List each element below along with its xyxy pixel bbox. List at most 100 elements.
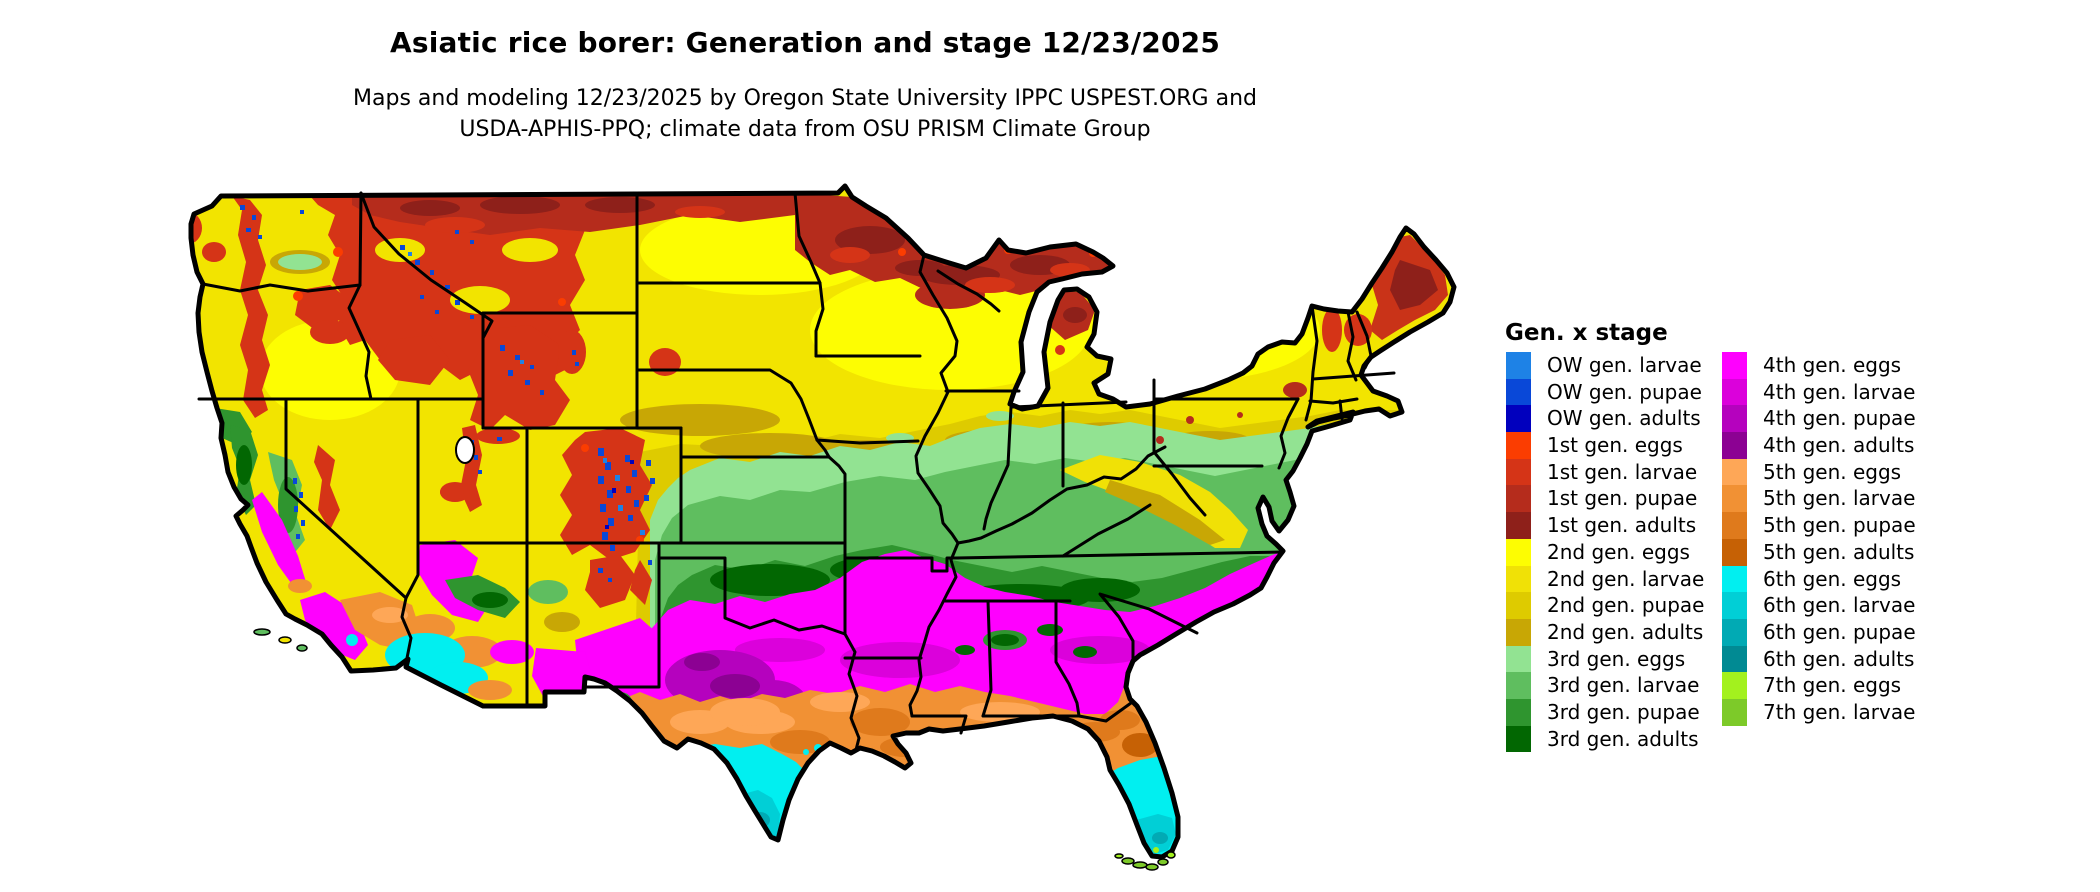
legend-swatch xyxy=(1722,645,1747,673)
legend-swatch xyxy=(1722,485,1747,513)
legend-swatch xyxy=(1722,618,1747,646)
legend-label: 1st gen. pupae xyxy=(1547,486,1698,511)
legend-item: 2nd gen. larvae xyxy=(1506,565,1705,593)
legend-item: 3rd gen. eggs xyxy=(1506,645,1704,673)
subtitle-line-1: Maps and modeling 12/23/2025 by Oregon S… xyxy=(353,86,1257,111)
legend-label: 2nd gen. larvae xyxy=(1547,566,1705,591)
legend-label: 5th gen. larvae xyxy=(1763,486,1916,511)
legend-label: OW gen. larvae xyxy=(1547,353,1702,377)
page-title: Asiatic rice borer: Generation and stage… xyxy=(389,26,1221,59)
legend-swatch xyxy=(1722,405,1747,433)
legend-label: 7th gen. eggs xyxy=(1763,673,1902,698)
legend-swatch xyxy=(1722,538,1747,566)
legend-swatch xyxy=(1506,592,1531,619)
legend-title: Gen. x stage xyxy=(1505,320,1668,346)
legend-item: 4th gen. larvae xyxy=(1722,378,1916,406)
legend-label: 6th gen. larvae xyxy=(1763,593,1916,618)
legend-swatch xyxy=(1722,458,1747,486)
legend-item: 6th gen. eggs xyxy=(1722,565,1916,593)
legend-item: 4th gen. eggs xyxy=(1722,352,1916,379)
legend-label: 3rd gen. pupae xyxy=(1547,699,1700,724)
legend-item: 5th gen. pupae xyxy=(1722,512,1916,539)
legend-item: 3rd gen. adults xyxy=(1506,725,1704,753)
page-subtitle: Maps and modeling 12/23/2025 by Oregon S… xyxy=(140,83,1470,145)
legend-swatch xyxy=(1506,645,1531,673)
legend-label: 3rd gen. eggs xyxy=(1547,646,1686,671)
legend-swatch xyxy=(1506,565,1531,593)
ow-gen-blue-specks xyxy=(240,205,655,582)
legend-label: 2nd gen. adults xyxy=(1547,619,1704,644)
legend-label: 1st gen. adults xyxy=(1547,513,1697,538)
legend-swatch xyxy=(1506,618,1531,646)
state-borders xyxy=(197,191,1396,752)
legend-swatch xyxy=(1506,698,1531,726)
legend-label: 2nd gen. eggs xyxy=(1547,539,1690,564)
legend-item: 4th gen. pupae xyxy=(1722,405,1916,433)
legend-item: 6th gen. adults xyxy=(1722,645,1916,673)
legend-item: 1st gen. eggs xyxy=(1506,432,1704,459)
legend-label: 6th gen. adults xyxy=(1763,646,1915,671)
us-outline xyxy=(188,183,1457,860)
legend-label: 3rd gen. larvae xyxy=(1547,673,1700,698)
legend-item: 6th gen. larvae xyxy=(1722,592,1916,619)
legend-item: 7th gen. larvae xyxy=(1722,698,1916,726)
legend-label: OW gen. pupae xyxy=(1547,379,1702,404)
legend-swatch xyxy=(1506,378,1531,406)
legend-swatch xyxy=(1506,725,1531,753)
legend-label: 1st gen. larvae xyxy=(1547,459,1698,484)
legend-label: 4th gen. larvae xyxy=(1763,379,1916,404)
legend-item: 3rd gen. pupae xyxy=(1506,698,1704,726)
legend-swatch xyxy=(1722,592,1747,619)
legend-label: 4th gen. adults xyxy=(1763,433,1915,458)
legend-label: 4th gen. eggs xyxy=(1763,353,1902,377)
legend-item: 1st gen. larvae xyxy=(1506,458,1704,486)
legend-item: 4th gen. adults xyxy=(1722,432,1916,459)
legend-label: 5th gen. pupae xyxy=(1763,513,1916,538)
legend-swatch xyxy=(1506,352,1531,379)
legend-item: OW gen. adults xyxy=(1506,405,1704,433)
legend-item: 6th gen. pupae xyxy=(1722,618,1916,646)
legend-label: OW gen. adults xyxy=(1547,406,1701,431)
legend-item: 7th gen. eggs xyxy=(1722,672,1916,699)
legend-item: 5th gen. larvae xyxy=(1722,485,1916,513)
legend-swatch xyxy=(1506,672,1531,699)
legend-column-left: OW gen. larvae OW gen. pupae OW gen. adu… xyxy=(1506,352,1705,753)
legend-item: OW gen. larvae xyxy=(1506,352,1704,379)
legend-swatch xyxy=(1506,538,1531,566)
legend-label: 7th gen. larvae xyxy=(1763,699,1916,724)
ow-larvae-blue-specks xyxy=(408,252,645,535)
legend-swatch xyxy=(1506,458,1531,486)
legend-label: 5th gen. adults xyxy=(1763,539,1915,564)
legend-item: 2nd gen. pupae xyxy=(1506,592,1704,619)
legend-item: OW gen. pupae xyxy=(1506,378,1704,406)
ow-adults-blue-specks xyxy=(605,460,634,529)
legend-swatch xyxy=(1722,565,1747,593)
islands xyxy=(253,628,1176,871)
legend-label: 6th gen. eggs xyxy=(1763,566,1902,591)
legend-label: 1st gen. eggs xyxy=(1547,433,1683,458)
legend-label: 6th gen. pupae xyxy=(1763,619,1916,644)
legend-label: 4th gen. pupae xyxy=(1763,406,1916,431)
legend-swatch xyxy=(1722,432,1747,459)
legend-swatch xyxy=(1722,698,1747,726)
subtitle-line-2: USDA-APHIS-PPQ; climate data from OSU PR… xyxy=(459,117,1151,142)
legend-label: 5th gen. eggs xyxy=(1763,459,1902,484)
legend-swatch xyxy=(1722,672,1747,699)
legend-swatch xyxy=(1506,432,1531,459)
legend-item: 2nd gen. eggs xyxy=(1506,538,1704,566)
legend-label: 3rd gen. adults xyxy=(1547,726,1699,751)
legend-item: 1st gen. pupae xyxy=(1506,485,1704,513)
legend-item: 3rd gen. larvae xyxy=(1506,672,1704,699)
legend-swatch xyxy=(1722,512,1747,539)
legend-item: 5th gen. eggs xyxy=(1722,458,1916,486)
map-fill-layers xyxy=(191,186,1454,857)
legend-label: 2nd gen. pupae xyxy=(1547,593,1705,618)
legend-column-right: 4th gen. eggs 4th gen. larvae 4th gen. p… xyxy=(1722,352,1916,726)
legend-swatch xyxy=(1506,405,1531,433)
legend-item: 1st gen. adults xyxy=(1506,512,1704,539)
legend-swatch xyxy=(1506,512,1531,539)
legend-swatch xyxy=(1722,378,1747,406)
